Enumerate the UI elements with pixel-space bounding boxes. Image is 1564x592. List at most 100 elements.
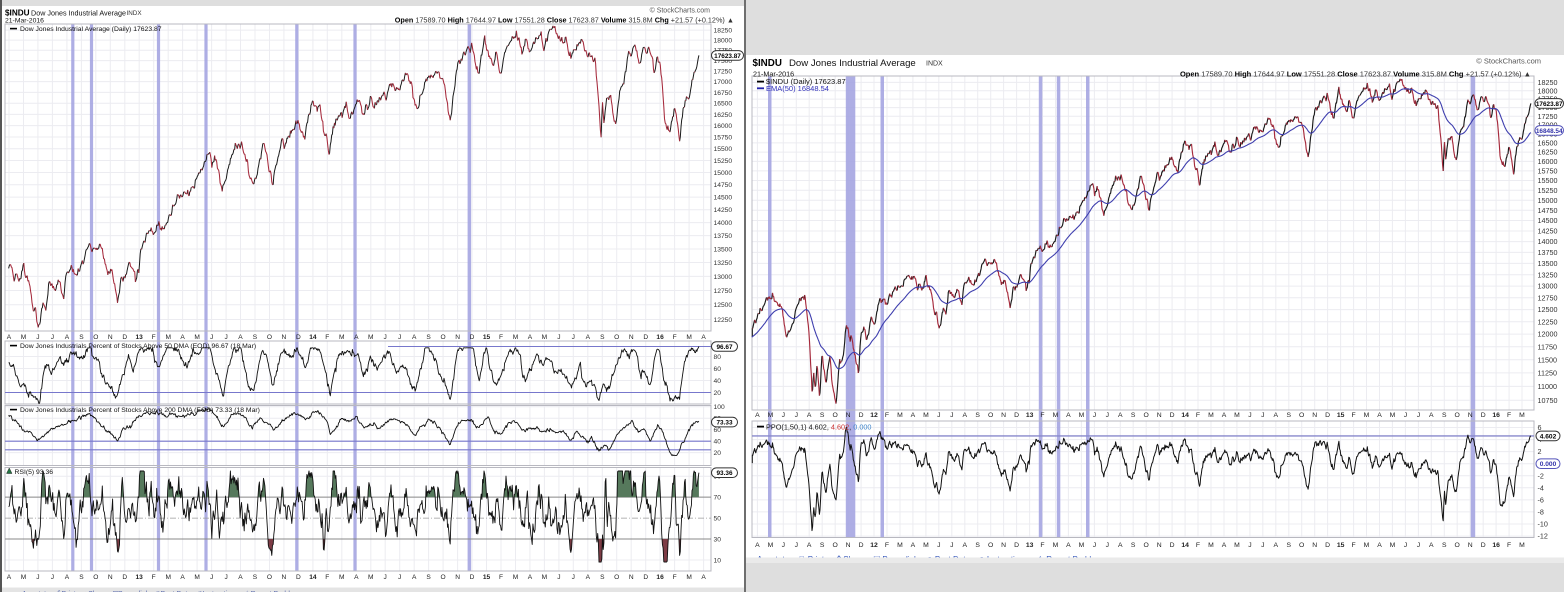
svg-text:16: 16 xyxy=(656,574,664,581)
svg-text:S: S xyxy=(820,542,825,549)
svg-text:M: M xyxy=(513,574,519,581)
svg-text:O: O xyxy=(1455,542,1460,549)
svg-text:F: F xyxy=(152,334,156,341)
svg-text:A: A xyxy=(586,574,591,581)
svg-text:J: J xyxy=(1417,542,1420,549)
svg-text:Open 17589.70 High 17644.97 Lo: Open 17589.70 High 17644.97 Low 17551.28… xyxy=(395,16,734,25)
svg-text:O: O xyxy=(1455,412,1460,419)
svg-text:A: A xyxy=(180,574,185,581)
svg-text:D: D xyxy=(122,574,127,581)
svg-text:D: D xyxy=(643,574,648,581)
svg-text:M: M xyxy=(1390,542,1396,549)
svg-text:A: A xyxy=(238,334,243,341)
svg-text:N: N xyxy=(1157,412,1162,419)
svg-text:N: N xyxy=(455,574,460,581)
svg-text:J: J xyxy=(1404,412,1407,419)
svg-text:J: J xyxy=(210,334,213,341)
svg-text:A: A xyxy=(180,334,185,341)
svg-text:11250: 11250 xyxy=(1538,369,1557,378)
svg-text:Annotate ⎙Print ➦Share ▤: Annotate ⎙Print ➦Share ▤Permalink ◷Past … xyxy=(22,590,300,592)
svg-text:Open 17589.70 High 17644.97 Lo: Open 17589.70 High 17644.97 Low 17551.28… xyxy=(1180,70,1531,79)
svg-text:15750: 15750 xyxy=(1538,167,1558,176)
svg-text:15750: 15750 xyxy=(714,134,733,141)
svg-text:13250: 13250 xyxy=(714,260,733,267)
svg-text:O: O xyxy=(833,412,838,419)
svg-text:A: A xyxy=(701,574,706,581)
svg-text:S: S xyxy=(79,574,84,581)
svg-text:40: 40 xyxy=(714,439,722,446)
svg-text:M: M xyxy=(1234,542,1240,549)
svg-text:F: F xyxy=(1507,542,1511,549)
svg-text:17250: 17250 xyxy=(714,68,733,75)
svg-text:M: M xyxy=(339,574,345,581)
svg-text:0.000: 0.000 xyxy=(1540,461,1557,468)
svg-text:M: M xyxy=(1208,542,1214,549)
svg-text:10750: 10750 xyxy=(1538,396,1558,405)
svg-text:13: 13 xyxy=(1026,412,1034,419)
svg-text:S: S xyxy=(1442,542,1447,549)
svg-text:O: O xyxy=(267,574,272,581)
svg-text:S: S xyxy=(820,412,825,419)
svg-text:O: O xyxy=(267,334,272,341)
svg-text:M: M xyxy=(897,412,903,419)
svg-text:© StockCharts.com: © StockCharts.com xyxy=(1476,57,1541,66)
svg-text:S: S xyxy=(1131,412,1136,419)
svg-text:F: F xyxy=(1040,412,1044,419)
svg-text:O: O xyxy=(1144,542,1149,549)
svg-text:J: J xyxy=(224,334,227,341)
svg-text:A: A xyxy=(1118,542,1123,549)
svg-text:D: D xyxy=(1325,412,1330,419)
svg-text:M: M xyxy=(542,334,548,341)
svg-text:12: 12 xyxy=(870,542,878,549)
svg-text:J: J xyxy=(224,574,227,581)
svg-text:$INDU: $INDU xyxy=(5,9,30,18)
svg-text:J: J xyxy=(572,334,575,341)
svg-text:17000: 17000 xyxy=(714,79,733,86)
svg-text:30: 30 xyxy=(714,536,722,543)
svg-text:16848.54: 16848.54 xyxy=(1536,128,1563,135)
svg-text:N: N xyxy=(846,412,851,419)
svg-text:-10: -10 xyxy=(1538,520,1548,529)
svg-text:Dow Jones Industrial Average: Dow Jones Industrial Average xyxy=(31,9,126,18)
svg-text:A: A xyxy=(1066,542,1071,549)
svg-text:S: S xyxy=(975,542,980,549)
svg-text:M: M xyxy=(897,542,903,549)
svg-text:A: A xyxy=(911,542,916,549)
svg-text:17250: 17250 xyxy=(1538,112,1558,121)
svg-text:15500: 15500 xyxy=(714,146,733,153)
svg-text:J: J xyxy=(398,334,401,341)
svg-text:$INDU: $INDU xyxy=(753,58,782,69)
svg-text:13: 13 xyxy=(136,574,144,581)
svg-text:11750: 11750 xyxy=(1538,342,1557,351)
svg-text:F: F xyxy=(325,334,329,341)
svg-text:S: S xyxy=(426,334,431,341)
svg-text:12000: 12000 xyxy=(1538,330,1558,339)
svg-text:A: A xyxy=(701,334,706,341)
svg-text:A: A xyxy=(1118,412,1123,419)
svg-text:O: O xyxy=(441,574,446,581)
svg-text:D: D xyxy=(296,334,301,341)
svg-text:J: J xyxy=(1248,412,1251,419)
svg-text:J: J xyxy=(1093,412,1096,419)
svg-text:J: J xyxy=(795,542,798,549)
svg-text:J: J xyxy=(782,542,785,549)
svg-text:A: A xyxy=(65,574,70,581)
svg-text:O: O xyxy=(1299,412,1304,419)
svg-text:A: A xyxy=(412,574,417,581)
svg-text:F: F xyxy=(1040,542,1044,549)
svg-text:F: F xyxy=(673,574,677,581)
svg-text:12500: 12500 xyxy=(1538,305,1558,314)
svg-text:S: S xyxy=(600,334,605,341)
svg-text:100: 100 xyxy=(714,404,725,411)
svg-text:18000: 18000 xyxy=(1538,86,1558,95)
svg-text:M: M xyxy=(768,412,774,419)
svg-text:M: M xyxy=(1079,412,1085,419)
svg-text:13750: 13750 xyxy=(714,233,733,240)
svg-text:M: M xyxy=(686,574,692,581)
svg-text:J: J xyxy=(572,574,575,581)
svg-text:N: N xyxy=(1468,412,1473,419)
svg-text:15000: 15000 xyxy=(1538,196,1558,205)
svg-text:96.67: 96.67 xyxy=(717,344,733,351)
svg-text:A: A xyxy=(963,542,968,549)
svg-text:S: S xyxy=(1287,542,1292,549)
